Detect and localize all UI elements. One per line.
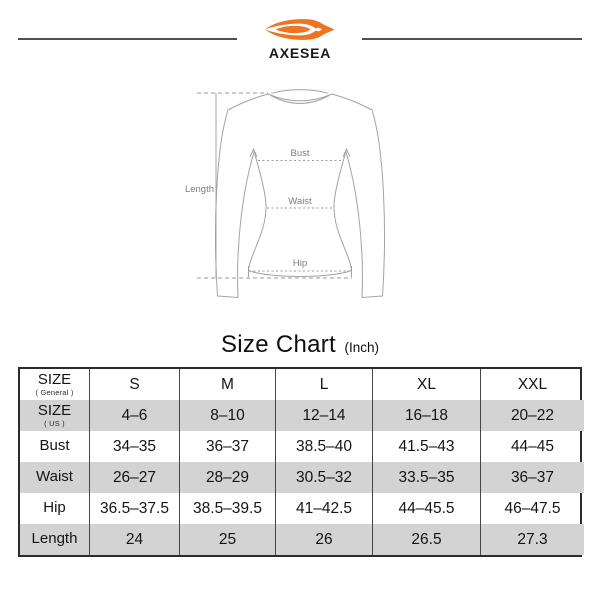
size-us-value: 4–6	[89, 400, 179, 431]
row-label-length: Length	[20, 524, 89, 555]
header-size-xxl: XXL	[480, 369, 584, 400]
bust-value: 34–35	[89, 431, 179, 462]
title-text: Size Chart	[220, 331, 337, 358]
length-value: 26	[275, 524, 372, 555]
header-size-xl: XL	[372, 369, 480, 400]
brand-name: AXESEA	[268, 45, 332, 61]
waist-value: 30.5–32	[275, 462, 372, 493]
row-label-hip: Hip	[43, 499, 66, 517]
header-size-m: M	[179, 369, 275, 400]
row-label-waist: Waist	[20, 462, 89, 493]
hip-value: 41–42.5	[275, 493, 372, 524]
waist-value: 26–27	[89, 462, 179, 493]
length-value: 26.5	[372, 524, 480, 555]
row-label-size-us: SIZE ( US )	[20, 400, 89, 431]
size-us-value: 16–18	[372, 400, 480, 431]
size-us-value: 8–10	[179, 400, 275, 431]
bust-value: 44–45	[480, 431, 584, 462]
shirt-outline-drawing	[215, 89, 385, 299]
length-label: Length	[185, 184, 214, 195]
page-title: Size Chart (Inch)	[0, 331, 600, 359]
hip-label: Hip	[293, 258, 307, 269]
bust-value: 36–37	[179, 431, 275, 462]
size-table: SIZE ( General ) S M L XL XXL SIZE ( US …	[18, 367, 584, 557]
row-label-bust: Bust	[39, 437, 70, 455]
header-size-general: SIZE ( General )	[35, 370, 74, 398]
header-size-l: L	[275, 369, 372, 400]
hip-value: 44–45.5	[372, 493, 480, 524]
bust-value: 38.5–40	[275, 431, 372, 462]
garment-diagram: Bust Waist Hip Length	[0, 70, 600, 325]
length-value: 27.3	[480, 524, 584, 555]
fish-arrow-icon	[264, 19, 335, 40]
size-us-value: 20–22	[480, 400, 584, 431]
waist-label: Waist	[288, 196, 312, 207]
length-value: 24	[89, 524, 179, 555]
length-value: 25	[179, 524, 275, 555]
hip-value: 36.5–37.5	[89, 493, 179, 524]
hip-value: 38.5–39.5	[179, 493, 275, 524]
header-size-s: S	[89, 369, 179, 400]
waist-value: 28–29	[179, 462, 275, 493]
size-us-value: 12–14	[275, 400, 372, 431]
bust-value: 41.5–43	[372, 431, 480, 462]
waist-value: 36–37	[480, 462, 584, 493]
header-divider-right	[362, 38, 582, 40]
brand-logo: AXESEA	[255, 16, 345, 61]
title-unit: (Inch)	[344, 340, 379, 355]
hip-value: 46–47.5	[480, 493, 584, 524]
bust-label: Bust	[290, 148, 309, 159]
waist-value: 33.5–35	[372, 462, 480, 493]
header-divider-left	[18, 38, 237, 40]
measurement-guides	[197, 92, 352, 279]
